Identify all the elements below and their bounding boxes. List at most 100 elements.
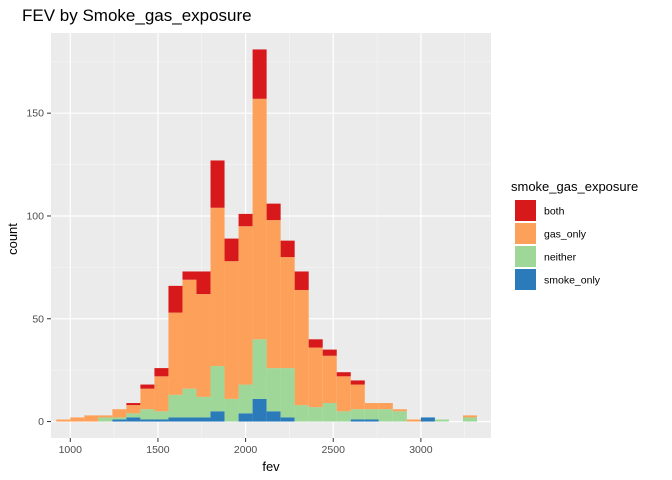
bar-smoke-only [280, 417, 295, 422]
bar-gas-only [322, 355, 337, 404]
x-tick-label: 1000 [59, 444, 83, 456]
bar-neither [350, 409, 365, 420]
legend-key-neither [515, 246, 536, 267]
x-axis-ticks: 1000 1500 2000 2500 3000 [59, 438, 433, 456]
bar-gas-only [462, 415, 477, 418]
bar-neither [336, 411, 351, 422]
bar-both [238, 213, 253, 227]
bar-neither [126, 413, 141, 418]
bar-both [308, 339, 323, 348]
bar-neither [238, 384, 253, 414]
bar-smoke-only [126, 417, 141, 422]
y-axis-label: count [5, 223, 20, 255]
bar-neither [294, 405, 309, 422]
bar-both [252, 49, 267, 99]
bar-gas-only [56, 419, 71, 422]
bar-smoke-only [210, 411, 225, 422]
bar-gas-only [126, 405, 141, 414]
bar-neither [322, 403, 337, 422]
bar-gas-only [336, 376, 351, 412]
y-tick-label: 150 [26, 108, 44, 120]
bar-both [140, 384, 155, 389]
bar-gas-only [280, 257, 295, 369]
x-tick-label: 3000 [409, 444, 433, 456]
legend-key-smoke-only [515, 269, 536, 290]
bar-both [182, 271, 197, 280]
bar-neither [112, 417, 127, 420]
bar-smoke-only [154, 419, 169, 422]
bar-neither [196, 396, 211, 418]
bar-gas-only [210, 207, 225, 367]
bar-smoke-only [350, 419, 365, 422]
bar-smoke-only [420, 417, 435, 422]
bar-neither [210, 366, 225, 412]
x-tick-label: 2000 [234, 444, 258, 456]
bar-neither [252, 339, 267, 399]
legend-label-both: both [544, 206, 565, 218]
bar-smoke-only [266, 411, 281, 422]
bar-gas-only [182, 279, 197, 389]
bar-gas-only [196, 294, 211, 397]
bar-gas-only [112, 409, 127, 418]
y-axis-ticks: 0 50 100 150 [26, 108, 51, 428]
bar-both [154, 368, 169, 377]
bar-gas-only [140, 388, 155, 410]
bar-neither [140, 409, 155, 420]
bar-gas-only [224, 261, 239, 399]
bar-neither [182, 388, 197, 418]
bar-both [336, 372, 351, 377]
bar-gas-only [378, 403, 393, 410]
bar-both [168, 285, 183, 313]
bar-both [322, 349, 337, 356]
legend-key-gas-only [515, 223, 536, 244]
bar-neither [98, 417, 113, 422]
x-tick-label: 2500 [322, 444, 346, 456]
bar-neither [266, 368, 281, 412]
bar-neither [364, 409, 379, 420]
bar-neither [392, 411, 407, 422]
legend-label-gas-only: gas_only [544, 229, 587, 241]
bar-gas-only [238, 226, 253, 385]
bar-smoke-only [252, 398, 267, 422]
bar-gas-only [70, 417, 85, 422]
bar-gas-only [392, 409, 407, 412]
bar-both [210, 160, 225, 208]
bar-smoke-only [140, 419, 155, 422]
y-tick-label: 50 [32, 313, 44, 325]
legend-label-neither: neither [544, 252, 577, 264]
bar-neither [154, 411, 169, 420]
bar-gas-only [154, 376, 169, 412]
bar-gas-only [266, 220, 281, 369]
bar-gas-only [364, 403, 379, 410]
legend-key-both [515, 200, 536, 221]
bar-gas-only [308, 347, 323, 408]
bar-neither [280, 368, 295, 418]
bar-both [224, 238, 239, 262]
bar-neither [168, 394, 183, 418]
bar-both [350, 380, 365, 385]
bar-both [126, 403, 141, 406]
bar-gas-only [98, 415, 113, 418]
bar-smoke-only [196, 417, 211, 422]
bar-neither [378, 409, 393, 422]
bar-gas-only [350, 384, 365, 410]
bar-smoke-only [238, 413, 253, 422]
bar-both [196, 271, 211, 295]
bar-gas-only [406, 419, 421, 422]
bar-gas-only [294, 289, 309, 406]
y-tick-label: 100 [26, 210, 44, 222]
bar-neither [462, 417, 477, 422]
bar-gas-only [252, 98, 267, 340]
x-axis-label: fev [262, 459, 280, 474]
bar-neither [434, 419, 449, 422]
bar-gas-only [84, 415, 99, 422]
bar-both [294, 271, 309, 290]
bar-smoke-only [182, 417, 197, 422]
bar-neither [224, 398, 239, 422]
bar-both [266, 203, 281, 221]
legend-title: smoke_gas_exposure [511, 179, 638, 194]
y-tick-label: 0 [38, 416, 44, 428]
